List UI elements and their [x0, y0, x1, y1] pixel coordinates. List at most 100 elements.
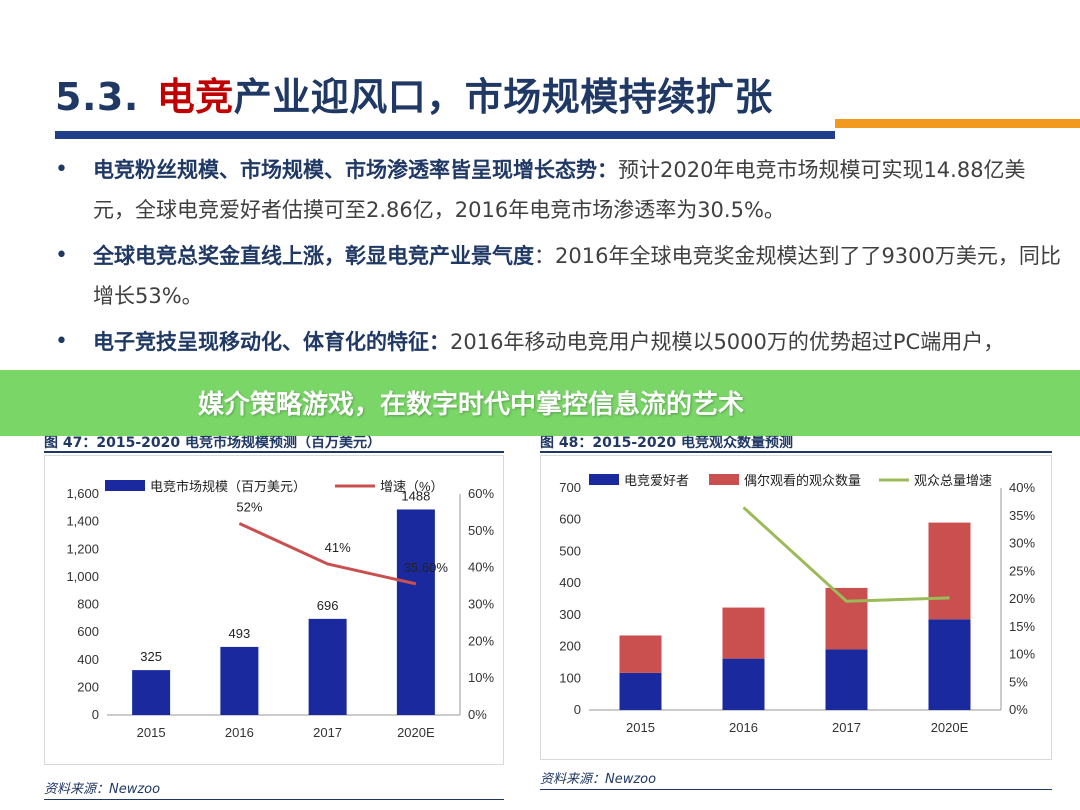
chart1-ytick-left: 1,000 [66, 569, 99, 584]
chart2-ytick-right: 20% [1009, 591, 1035, 606]
chart1-xtick: 2016 [225, 725, 254, 740]
bullet-text: ：2016年全球电竞奖金规模达到了了9300万美元，同比增长53%。 [93, 244, 1061, 308]
chart2-xtick: 2016 [729, 720, 758, 735]
chart2-bar-电竞爱好者 [619, 672, 662, 710]
chart1-line-增速（%） [238, 522, 417, 586]
chart2-xtick: 2020E [931, 720, 969, 735]
chart2-xtick: 2017 [832, 720, 861, 735]
chart2-bar-电竞爱好者 [825, 649, 868, 710]
chart2-ytick-right: 10% [1009, 647, 1035, 662]
chart2-bar-偶尔观看的观众数量 [619, 635, 662, 673]
chart1-ytick-left: 1,400 [66, 514, 99, 529]
chart1-panel: 0 200 400 600 800 1,000 1,200 1,400 1,600 0% 10% 20… [44, 455, 504, 765]
chart1-source-rule [44, 799, 504, 800]
chart2-legend-swatch [709, 474, 739, 485]
chart1-bar-label: 325 [140, 649, 162, 664]
title-underline [55, 131, 835, 139]
chart1-ytick-right: 20% [468, 633, 494, 648]
chart2-ytick-left: 200 [559, 639, 581, 654]
chart2-ytick-left: 700 [559, 480, 581, 495]
chart1-ytick-left: 600 [77, 624, 99, 639]
chart2-legend-label: 偶尔观看的观众数量 [744, 473, 861, 488]
chart2-legend-label: 电竞爱好者 [624, 473, 689, 488]
chart1-line-label: 41% [325, 540, 351, 555]
chart2-ytick-right: 25% [1009, 563, 1035, 578]
chart1-bar-label: 1488 [401, 488, 430, 503]
chart1-caption-rule [44, 451, 504, 453]
chart1-legend-label: 电竞市场规模（百万美元） [150, 479, 306, 494]
chart1-ytick-right: 40% [468, 560, 494, 575]
chart1-bar-电竞市场规模（百万美元） [220, 646, 259, 715]
chart1-ytick-left: 200 [77, 679, 99, 694]
bullet-item: • 电子竞技呈现移动化、体育化的特征：2016年移动电竞用户规模以5000万的优… [55, 322, 1065, 362]
bullet-item: • 电竞粉丝规模、市场规模、市场渗透率皆呈现增长态势：预计2020年电竞市场规模… [55, 150, 1065, 230]
bullet-text: 预计2020年电竞市场规模可实现14.88亿美元，全球电竞爱好者估摸可至2.86… [93, 158, 1026, 222]
chart1-line-label: 35.60% [404, 560, 449, 575]
chart1-ytick-right: 50% [468, 523, 494, 538]
market-size-chart: 0 200 400 600 800 1,000 1,200 1,400 1,600 0% 10% 20… [66, 479, 494, 740]
bullet-lead: 全球电竞总奖金直线上涨，彰显电竞产业景气度 [93, 244, 534, 268]
chart2-ytick-right: 15% [1009, 619, 1035, 634]
chart1-ytick-left: 0 [92, 707, 99, 722]
bullet-item: • 全球电竞总奖金直线上涨，彰显电竞产业景气度：2016年全球电竞奖金规模达到了… [55, 236, 1065, 316]
chart2-legend-label: 观众总量增速 [914, 473, 992, 488]
chart2-bar-偶尔观看的观众数量 [825, 587, 868, 650]
chart2-bar-偶尔观看的观众数量 [722, 607, 765, 659]
chart1-ytick-right: 60% [468, 486, 494, 501]
chart1-bar-label: 493 [229, 626, 251, 641]
chart1-ytick-left: 400 [77, 652, 99, 667]
bullet-text: 2016年移动电竞用户规模以5000万的优势超过PC端用户， [450, 330, 1005, 354]
chart2-ytick-right: 30% [1009, 536, 1035, 551]
title-accent-bar [835, 119, 1080, 128]
chart2-source-rule [540, 789, 1052, 790]
bullet-list: • 电竞粉丝规模、市场规模、市场渗透率皆呈现增长态势：预计2020年电竞市场规模… [55, 150, 1065, 368]
chart2-legend-swatch [589, 474, 619, 485]
slide-title: 5.3. 电竞产业迎风口，市场规模持续扩张 [55, 66, 773, 121]
chart1-legend-label: 增速（%） [380, 479, 444, 494]
chart2-bar-电竞爱好者 [722, 658, 765, 710]
chart2-bar-电竞爱好者 [928, 619, 971, 710]
title-highlight: 电竞 [156, 75, 234, 119]
title-number: 5.3. [55, 75, 139, 119]
title-rest: 产业迎风口，市场规模持续扩张 [233, 75, 773, 119]
chart1-xtick: 2015 [137, 725, 166, 740]
chart2-ytick-left: 500 [559, 543, 581, 558]
chart1-xtick: 2020E [397, 725, 435, 740]
bullet-dot-icon: • [55, 243, 68, 268]
chart2-ytick-left: 100 [559, 670, 581, 685]
chart2-ytick-left: 300 [559, 607, 581, 622]
chart1-bar-label: 696 [317, 598, 339, 613]
chart2-ytick-right: 0% [1009, 702, 1028, 717]
overlay-banner-text: 媒介策略游戏，在数字时代中掌控信息流的艺术 [198, 390, 745, 420]
chart1-line-label: 52% [236, 499, 262, 514]
chart1-xtick: 2017 [313, 725, 342, 740]
overlay-banner [0, 370, 1080, 436]
chart2-source: 资料来源：Newzoo [540, 772, 657, 787]
chart1-ytick-left: 1,600 [66, 486, 99, 501]
chart1-bar-电竞市场规模（百万美元） [308, 618, 347, 715]
chart1-legend-swatch [105, 480, 145, 491]
chart1-ytick-right: 0% [468, 707, 487, 722]
chart1-ytick-left: 800 [77, 597, 99, 612]
bullet-lead: 电子竞技呈现移动化、体育化的特征： [93, 330, 450, 354]
chart2-ytick-left: 400 [559, 575, 581, 590]
audience-chart: 0 100 200 300 400 500 600 700 0% 5% 10% 15% 20% 25% 30… [559, 473, 1035, 735]
chart2-bar-偶尔观看的观众数量 [928, 522, 971, 620]
chart2-caption-rule [540, 451, 1052, 453]
chart2-caption: 图 48：2015-2020 电竞观众数量预测 [540, 435, 793, 451]
bullet-dot-icon: • [55, 329, 68, 354]
chart2-ytick-right: 5% [1009, 674, 1028, 689]
chart1-ytick-left: 1,200 [66, 541, 99, 556]
chart2-line-观众总量增速 [742, 506, 950, 603]
chart1-bar-电竞市场规模（百万美元） [396, 509, 435, 715]
bullet-dot-icon: • [55, 157, 68, 182]
chart1-ytick-right: 30% [468, 597, 494, 612]
chart2-ytick-right: 35% [1009, 508, 1035, 523]
chart2-panel: 0 100 200 300 400 500 600 700 0% 5% 10% 15% 20% 25% 30… [540, 455, 1052, 760]
chart2-xtick: 2015 [626, 720, 655, 735]
chart1-source: 资料来源：Newzoo [44, 782, 161, 797]
chart1-bar-电竞市场规模（百万美元） [132, 670, 171, 715]
bullet-lead: 电竞粉丝规模、市场规模、市场渗透率皆呈现增长态势： [93, 158, 618, 182]
chart2-ytick-right: 40% [1009, 480, 1035, 495]
chart2-ytick-left: 600 [559, 512, 581, 527]
